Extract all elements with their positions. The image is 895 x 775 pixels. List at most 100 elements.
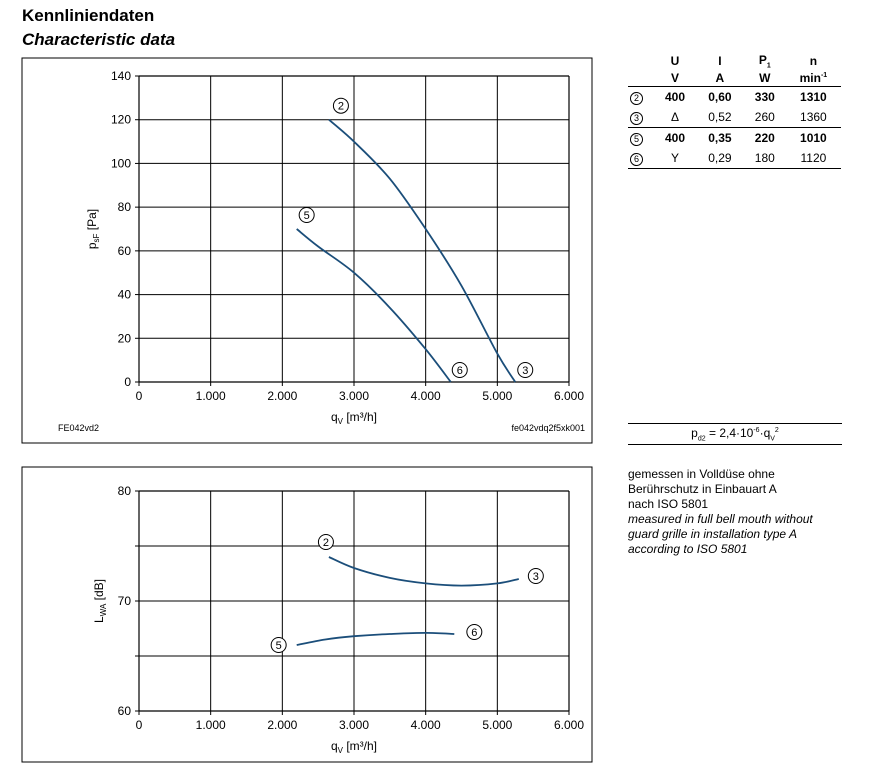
x-tick-label: 6.000 xyxy=(554,389,584,403)
pressure-chart-footer-right: fe042vdq2f5xk001 xyxy=(511,423,585,433)
cell-power: 220 xyxy=(754,131,775,146)
y-tick-label: 120 xyxy=(111,113,131,127)
table-row: 5 400 0,35 220 1010 xyxy=(628,128,841,149)
operating-data-table: U I P1 n V A W min-1 2 400 0,60 330 1310… xyxy=(628,52,841,170)
cell-current: 0,52 xyxy=(695,107,744,129)
x-tick-label: 3.000 xyxy=(339,389,369,403)
x-tick-label: 5.000 xyxy=(482,718,512,732)
cell-current: 0,29 xyxy=(695,148,744,170)
cell-power: 180 xyxy=(743,148,786,170)
series-end-marker xyxy=(466,624,483,640)
cell-voltage: Δ xyxy=(654,107,696,129)
series-start-marker xyxy=(298,207,315,223)
col-header-speed: n xyxy=(809,54,818,69)
x-tick-label: 0 xyxy=(136,718,143,732)
x-axis-label: qV [m³/h] xyxy=(331,410,377,426)
y-tick-label: 60 xyxy=(118,244,132,258)
series-start-marker xyxy=(270,637,287,653)
series-line-5 xyxy=(296,228,452,383)
curve-marker: 6 xyxy=(630,152,643,166)
series-end-marker xyxy=(451,362,468,378)
y-tick-label: 60 xyxy=(118,704,132,718)
series-end-marker xyxy=(527,568,544,584)
cell-voltage: 400 xyxy=(664,131,685,146)
series-start-label: 2 xyxy=(338,101,344,113)
note-de-line: Berührschutz in Einbauart A xyxy=(628,482,777,496)
unit-current: A xyxy=(695,70,744,88)
measurement-note: gemessen in Volldüse ohne Berührschutz i… xyxy=(628,467,858,557)
curve-marker: 2 xyxy=(630,91,643,105)
x-tick-label: 0 xyxy=(136,389,143,403)
x-tick-label: 2.000 xyxy=(267,389,297,403)
table-unit-row: V A W min-1 xyxy=(628,70,841,88)
series-start-label: 5 xyxy=(276,640,282,652)
x-tick-label: 1.000 xyxy=(196,389,226,403)
x-tick-label: 2.000 xyxy=(267,718,297,732)
note-de-line: nach ISO 5801 xyxy=(628,497,709,511)
x-tick-label: 3.000 xyxy=(339,718,369,732)
series-end-label: 6 xyxy=(457,365,463,377)
series-start-marker xyxy=(317,534,334,550)
col-header-current: I xyxy=(718,54,722,69)
table-row: 3 Δ 0,52 260 1360 xyxy=(628,107,841,129)
cell-voltage: 400 xyxy=(664,90,685,105)
cell-power: 330 xyxy=(754,90,775,105)
x-tick-label: 4.000 xyxy=(411,389,441,403)
note-en-line: according to ISO 5801 xyxy=(628,542,748,556)
series-start-label: 5 xyxy=(304,210,310,222)
note-de-line: gemessen in Volldüse ohne xyxy=(628,467,775,481)
cell-power: 260 xyxy=(743,107,786,129)
cell-current: 0,35 xyxy=(708,131,732,146)
y-tick-label: 20 xyxy=(118,331,132,345)
y-tick-label: 80 xyxy=(118,200,132,214)
x-tick-label: 1.000 xyxy=(196,718,226,732)
curve-marker: 5 xyxy=(630,132,643,146)
series-line-2 xyxy=(328,556,519,587)
y-tick-label: 70 xyxy=(118,594,132,608)
col-header-power: P1 xyxy=(758,53,771,70)
cell-speed: 1010 xyxy=(800,131,827,146)
y-axis-label: psF [Pa] xyxy=(85,209,101,249)
series-end-label: 6 xyxy=(471,627,477,639)
y-tick-label: 100 xyxy=(111,156,131,170)
series-line-2 xyxy=(328,119,517,383)
y-tick-label: 40 xyxy=(118,288,132,302)
cell-speed: 1310 xyxy=(800,90,827,105)
unit-power: W xyxy=(743,70,786,88)
series-end-marker xyxy=(517,362,534,378)
x-tick-label: 5.000 xyxy=(482,389,512,403)
unit-voltage: V xyxy=(654,70,696,88)
pressure-chart-footer-left: FE042vd2 xyxy=(58,423,99,433)
cell-speed: 1120 xyxy=(785,148,841,170)
sound-chart-frame xyxy=(21,466,593,763)
pressure-chart-frame xyxy=(21,57,593,444)
series-start-marker xyxy=(332,97,349,114)
cell-current: 0,60 xyxy=(708,90,732,105)
sound-chart: 0 1.000 2.000 3.000 4.000 5.000 6.000 60 70 80 qV … xyxy=(92,484,584,755)
cell-voltage: Y xyxy=(654,148,696,170)
y-tick-label: 0 xyxy=(124,375,131,389)
pressure-chart: 0 1.000 2.000 3.000 4.000 5.000 6.000 0 20 40 60 80… xyxy=(85,69,584,426)
col-header-voltage: U xyxy=(670,54,680,69)
series-end-label: 3 xyxy=(522,365,528,377)
x-axis-label: qV [m³/h] xyxy=(331,739,377,755)
table-row: 6 Y 0,29 180 1120 xyxy=(628,148,841,170)
dynamic-pressure-formula: pd2 = 2,4·10-6·qV2 xyxy=(628,423,842,446)
table-header-row: U I P1 n xyxy=(628,52,841,70)
note-en-line: measured in full bell mouth without xyxy=(628,512,813,526)
y-axis-label: LWA [dB] xyxy=(92,579,108,623)
x-tick-label: 4.000 xyxy=(411,718,441,732)
cell-speed: 1360 xyxy=(785,107,841,129)
page-title-en: Characteristic data xyxy=(22,30,176,49)
unit-speed: min-1 xyxy=(785,70,841,88)
y-tick-label: 80 xyxy=(118,484,132,498)
curve-marker: 3 xyxy=(630,111,643,125)
series-line-5 xyxy=(296,631,455,646)
series-start-label: 2 xyxy=(323,537,329,549)
y-tick-label: 140 xyxy=(111,69,131,83)
x-tick-label: 6.000 xyxy=(554,718,584,732)
note-en-line: guard grille in installation type A xyxy=(628,527,797,541)
table-row: 2 400 0,60 330 1310 xyxy=(628,87,841,108)
series-end-label: 3 xyxy=(533,571,539,583)
